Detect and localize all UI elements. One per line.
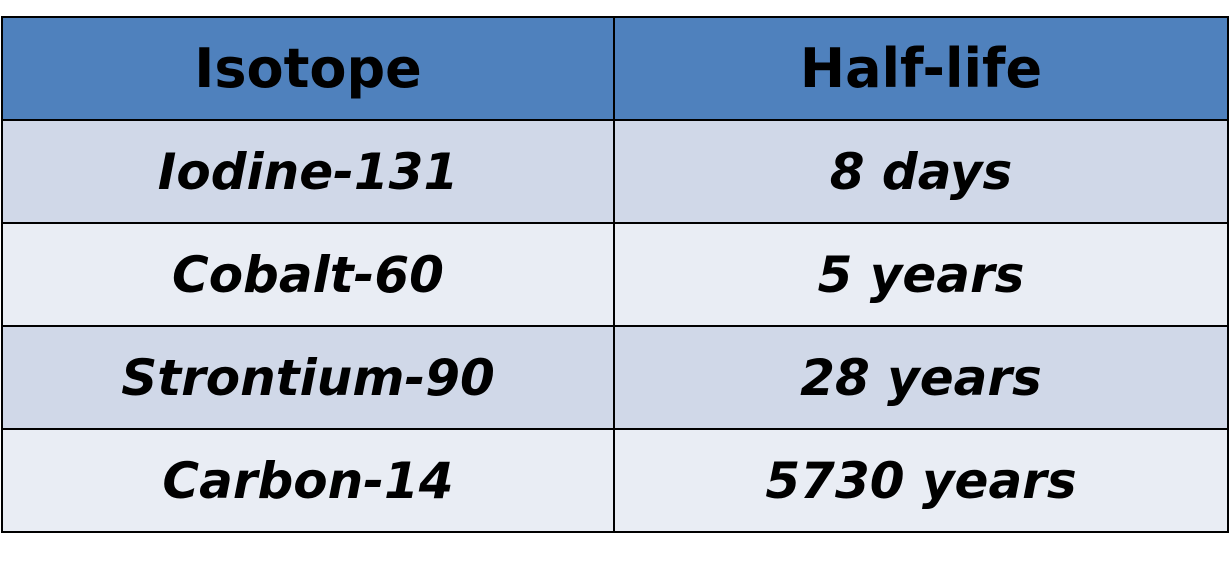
- isotope-cell: Carbon-14: [1, 428, 615, 533]
- table-row: Carbon-14 5730 years: [1, 428, 1229, 533]
- isotope-cell: Strontium-90: [1, 325, 615, 430]
- half-life-cell: 28 years: [613, 325, 1229, 430]
- header-row: Isotope Half-life: [1, 16, 1229, 121]
- header-half-life: Half-life: [613, 16, 1229, 121]
- half-life-cell: 8 days: [613, 119, 1229, 224]
- table-row: Iodine-131 8 days: [1, 119, 1229, 224]
- half-life-cell: 5730 years: [613, 428, 1229, 533]
- isotope-cell: Cobalt-60: [1, 222, 615, 327]
- header-isotope: Isotope: [1, 16, 615, 121]
- table-row: Strontium-90 28 years: [1, 325, 1229, 430]
- isotope-cell: Iodine-131: [1, 119, 615, 224]
- isotope-half-life-table: Isotope Half-life Iodine-131 8 days Coba…: [1, 16, 1229, 533]
- table-row: Cobalt-60 5 years: [1, 222, 1229, 327]
- half-life-cell: 5 years: [613, 222, 1229, 327]
